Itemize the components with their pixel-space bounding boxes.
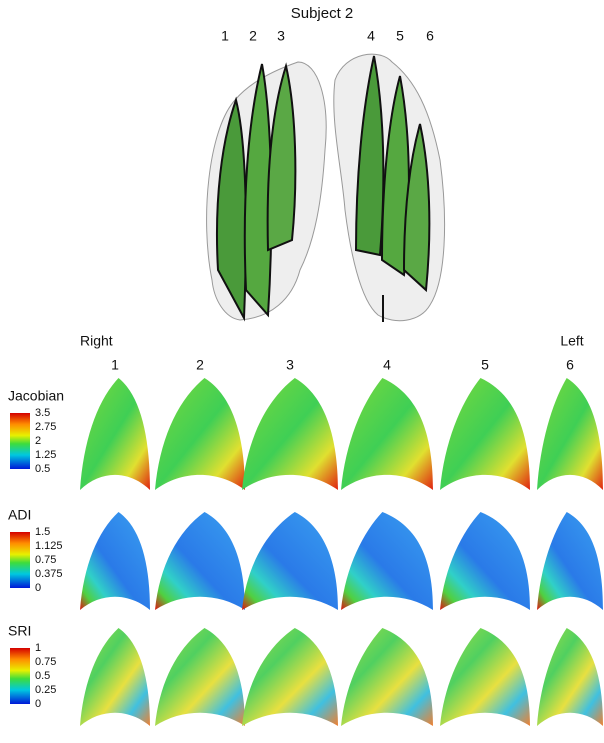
column-label: 4 [383, 357, 391, 373]
colorbar-tick: 0.5 [35, 463, 50, 475]
row-label: Jacobian [8, 388, 64, 404]
column-label: 2 [196, 357, 204, 373]
lung-slice [155, 378, 245, 490]
colorbar [10, 413, 30, 469]
lung-3d [206, 53, 446, 322]
column-label: 1 [111, 357, 119, 373]
lung-slice [155, 512, 245, 610]
lung-slice [440, 512, 530, 610]
colorbar-tick: 3.5 [35, 407, 50, 419]
lung-slice [440, 628, 530, 726]
lung-slice [242, 512, 338, 610]
colorbar-tick: 0.75 [35, 554, 56, 566]
lung-slice [242, 628, 338, 726]
lung-slice [440, 378, 530, 490]
colorbar-tick: 2.75 [35, 421, 56, 433]
row-label: ADI [8, 507, 31, 523]
colorbar-tick: 0.375 [35, 568, 63, 580]
colorbar-tick: 1.5 [35, 526, 50, 538]
row-label: SRI [8, 623, 31, 639]
colorbar-tick: 1.25 [35, 449, 56, 461]
slice-label: 4 [367, 28, 375, 44]
column-label: 6 [566, 357, 574, 373]
lung-slice [242, 378, 338, 490]
colorbar-tick: 0 [35, 582, 41, 594]
lung-slice [80, 512, 150, 610]
colorbar-tick: 0.75 [35, 656, 56, 668]
lung-slice [537, 628, 603, 726]
column-label: 5 [481, 357, 489, 373]
lung-slice [537, 512, 603, 610]
colorbar-tick: 0 [35, 698, 41, 710]
colorbar-tick: 1.125 [35, 540, 63, 552]
colorbar [10, 532, 30, 588]
colorbar-tick: 0.25 [35, 684, 56, 696]
lung-slice [341, 378, 433, 490]
slice-label: 5 [396, 28, 404, 44]
lung-slice [80, 628, 150, 726]
figure-title: Subject 2 [291, 5, 354, 22]
colorbar [10, 648, 30, 704]
side-label: Left [560, 333, 583, 349]
lung-slice [341, 512, 433, 610]
side-label: Right [80, 333, 113, 349]
lung-slice [341, 628, 433, 726]
column-label: 3 [286, 357, 294, 373]
colorbar-tick: 2 [35, 435, 41, 447]
lung-slice [80, 378, 150, 490]
slice-label: 1 [221, 28, 229, 44]
lung-slice [155, 628, 245, 726]
slice-label: 3 [277, 28, 285, 44]
slice-label: 6 [426, 28, 434, 44]
colorbar-tick: 0.5 [35, 670, 50, 682]
slice-label: 2 [249, 28, 257, 44]
lung-slice [537, 378, 603, 490]
colorbar-tick: 1 [35, 642, 41, 654]
